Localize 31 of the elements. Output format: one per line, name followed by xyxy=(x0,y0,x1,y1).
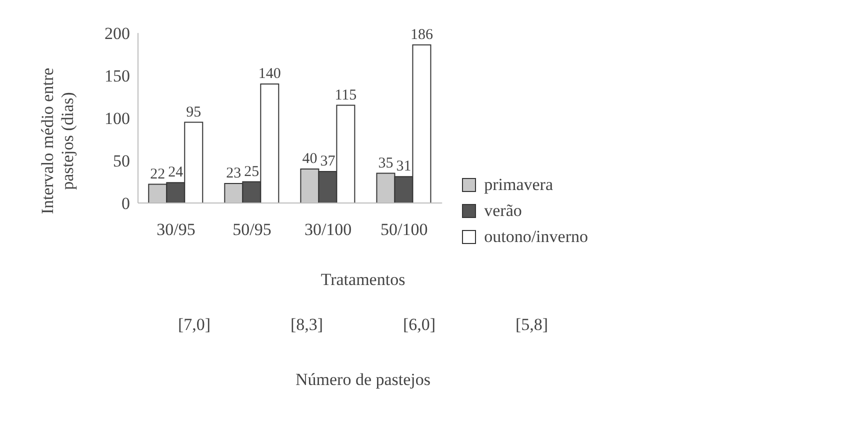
legend-label: verão xyxy=(484,200,522,220)
data-label: 25 xyxy=(244,164,260,180)
x-tick-label: 30/95 xyxy=(156,220,196,240)
text: [5,8] xyxy=(514,315,550,335)
data-label: 37 xyxy=(320,154,336,170)
text: [8,3] xyxy=(289,315,324,335)
data-label: 95 xyxy=(186,104,202,120)
data-label: 140 xyxy=(258,66,281,82)
y-tick-label: 150 xyxy=(104,66,130,86)
data-label: 24 xyxy=(168,164,184,181)
data-label: 35 xyxy=(378,155,394,172)
x-tick-label: 30/100 xyxy=(304,220,352,240)
x-tick-label: 50/95 xyxy=(232,220,272,240)
y-axis-title: Intervalo médio entre pastejos (dias) xyxy=(38,66,78,216)
data-label: 31 xyxy=(396,158,412,175)
y-tick-label: 200 xyxy=(104,24,130,44)
x-axis-title: Tratamentos xyxy=(320,270,406,290)
data-label: 40 xyxy=(302,151,318,167)
data-label: 23 xyxy=(226,165,242,182)
y-tick-label: 50 xyxy=(113,152,130,171)
text: [6,0] xyxy=(402,315,437,335)
data-label: 186 xyxy=(410,26,434,43)
y-tick-label: 100 xyxy=(104,109,130,128)
text: [7,0] xyxy=(176,315,212,335)
x-tick-label: 50/100 xyxy=(380,220,428,240)
legend-label: primavera xyxy=(484,174,554,194)
data-label: 115 xyxy=(334,87,357,104)
y-tick-label: 0 xyxy=(122,194,130,214)
data-label: 22 xyxy=(150,166,166,182)
text: Número de pastejos xyxy=(294,370,432,390)
legend-label: outono/inverno xyxy=(484,226,588,246)
